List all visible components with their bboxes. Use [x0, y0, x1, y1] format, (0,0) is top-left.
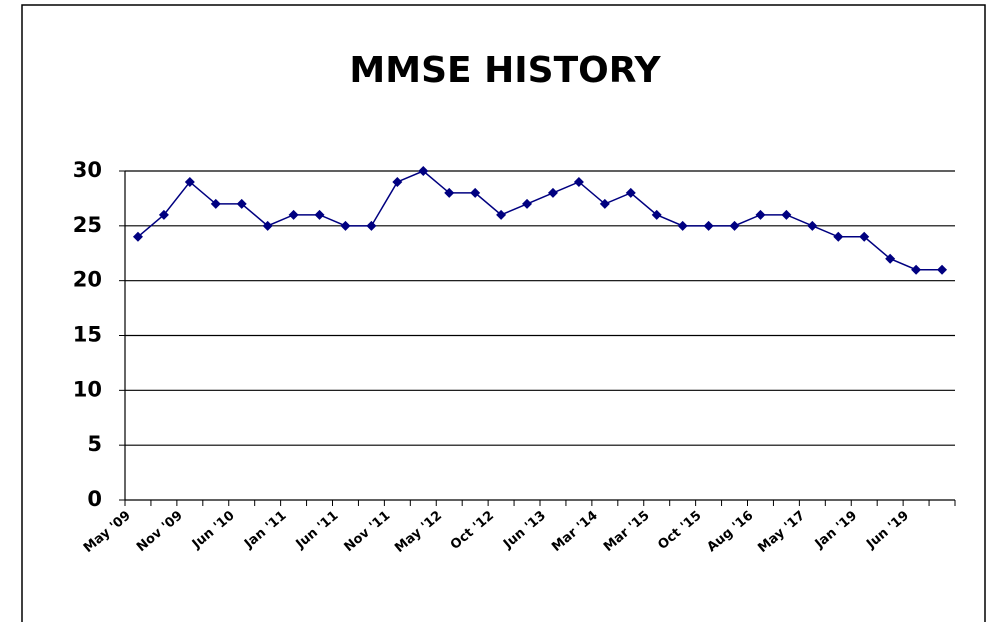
point: [781, 209, 792, 220]
point: [573, 176, 584, 187]
point: [158, 209, 169, 220]
point: [132, 231, 143, 242]
point: [392, 176, 403, 187]
point: [210, 198, 221, 209]
point: [288, 209, 299, 220]
point: [262, 220, 273, 231]
point: [833, 231, 844, 242]
x-tick-label: Nov '11: [342, 508, 394, 555]
point: [937, 264, 948, 275]
point: [314, 209, 325, 220]
x-tick-label: Nov '09: [134, 508, 186, 555]
point: [911, 264, 922, 275]
x-tick-label: Mar '15: [601, 508, 653, 555]
point: [651, 209, 662, 220]
point: [547, 187, 558, 198]
point: [496, 209, 507, 220]
y-tick-label: 30: [73, 158, 102, 182]
point: [755, 209, 766, 220]
point: [729, 220, 740, 231]
y-tick-label: 0: [87, 487, 102, 511]
x-tick-label: Oct '12: [448, 508, 497, 553]
point: [522, 198, 533, 209]
line: [137, 170, 943, 271]
x-tick-label: May '17: [755, 508, 808, 556]
point: [236, 198, 247, 209]
point: [625, 187, 636, 198]
x-tick-label: May '09: [81, 508, 134, 556]
x-tick-label: Oct '15: [655, 508, 704, 553]
x-tick-label: Jun '10: [189, 508, 238, 552]
y-tick-label: 10: [73, 377, 102, 401]
point: [366, 220, 377, 231]
point: [859, 231, 870, 242]
x-tick-label: Aug '16: [704, 508, 756, 555]
y-tick-label: 20: [73, 268, 102, 292]
point: [599, 198, 610, 209]
point: [340, 220, 351, 231]
point: [807, 220, 818, 231]
y-tick-label: 25: [73, 213, 102, 237]
x-tick-label: Jun '19: [863, 508, 912, 552]
x-tick-label: Jun '13: [500, 508, 549, 552]
point: [470, 187, 481, 198]
point: [184, 176, 195, 187]
point: [418, 166, 429, 176]
point: [885, 253, 896, 264]
y-tick-label: 15: [73, 323, 102, 347]
x-tick-label: Jan '19: [812, 508, 860, 552]
point: [677, 220, 688, 231]
y-tick-label: 5: [87, 432, 102, 456]
frame: [21, 4, 986, 622]
x-tick-label: Jan '11: [241, 508, 289, 552]
point: [703, 220, 714, 231]
x-tick-label: May '12: [392, 508, 445, 556]
chart-title: MMSE HISTORY: [349, 50, 661, 91]
x-tick-label: Jun '11: [293, 508, 342, 552]
point: [444, 187, 455, 198]
x-tick-label: Mar '14: [549, 508, 601, 555]
